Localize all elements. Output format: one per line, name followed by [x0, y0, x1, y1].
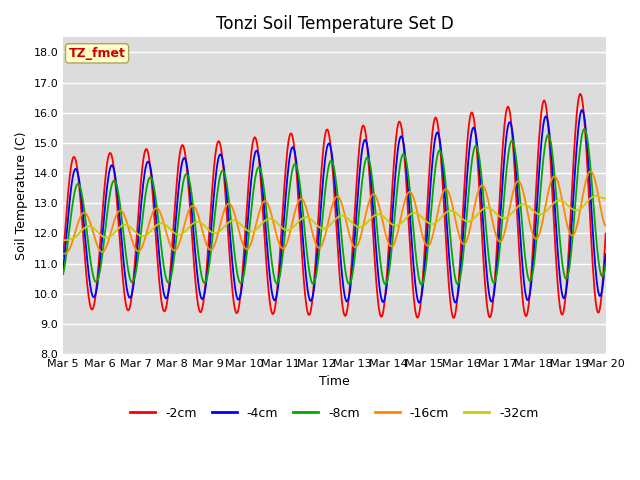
-4cm	[421, 257, 429, 263]
-16cm	[270, 222, 278, 228]
-32cm	[223, 221, 230, 227]
-2cm	[450, 315, 458, 321]
-2cm	[577, 91, 584, 97]
-4cm	[60, 266, 67, 272]
-16cm	[420, 239, 428, 245]
-4cm	[579, 107, 586, 113]
-8cm	[270, 273, 278, 279]
-4cm	[223, 190, 230, 195]
-32cm	[592, 193, 600, 199]
-32cm	[123, 222, 131, 228]
-8cm	[602, 261, 609, 267]
-32cm	[390, 223, 398, 228]
-4cm	[415, 300, 423, 305]
Line: -2cm: -2cm	[63, 94, 605, 318]
-2cm	[60, 253, 67, 259]
-8cm	[123, 258, 131, 264]
-2cm	[602, 231, 609, 237]
Line: -4cm: -4cm	[63, 110, 605, 302]
-8cm	[223, 180, 230, 186]
Line: -8cm: -8cm	[63, 129, 605, 285]
-32cm	[420, 217, 428, 223]
-16cm	[223, 203, 230, 208]
-2cm	[123, 305, 131, 311]
-16cm	[587, 168, 595, 174]
-2cm	[270, 310, 278, 315]
-8cm	[418, 282, 426, 288]
X-axis label: Time: Time	[319, 374, 350, 387]
-16cm	[60, 251, 67, 257]
Y-axis label: Soil Temperature (C): Soil Temperature (C)	[15, 132, 28, 260]
-2cm	[390, 157, 398, 163]
-2cm	[250, 137, 257, 143]
Legend: -2cm, -4cm, -8cm, -16cm, -32cm: -2cm, -4cm, -8cm, -16cm, -32cm	[125, 402, 543, 424]
-16cm	[602, 223, 609, 228]
-32cm	[250, 228, 257, 234]
-32cm	[602, 195, 609, 201]
-32cm	[60, 238, 67, 243]
Text: TZ_fmet: TZ_fmet	[68, 47, 125, 60]
-16cm	[123, 219, 131, 225]
-8cm	[60, 271, 67, 277]
-2cm	[223, 207, 230, 213]
Title: Tonzi Soil Temperature Set D: Tonzi Soil Temperature Set D	[216, 15, 453, 33]
Line: -32cm: -32cm	[63, 196, 605, 240]
-4cm	[602, 252, 609, 257]
-8cm	[580, 126, 588, 132]
-16cm	[390, 240, 398, 246]
-8cm	[250, 188, 257, 194]
-8cm	[421, 268, 429, 274]
-2cm	[420, 249, 428, 254]
-32cm	[270, 217, 278, 223]
-4cm	[270, 297, 278, 303]
-4cm	[250, 158, 257, 164]
-4cm	[123, 286, 131, 291]
Line: -16cm: -16cm	[63, 171, 605, 254]
-8cm	[390, 219, 398, 225]
-16cm	[250, 232, 257, 238]
-4cm	[390, 188, 398, 193]
